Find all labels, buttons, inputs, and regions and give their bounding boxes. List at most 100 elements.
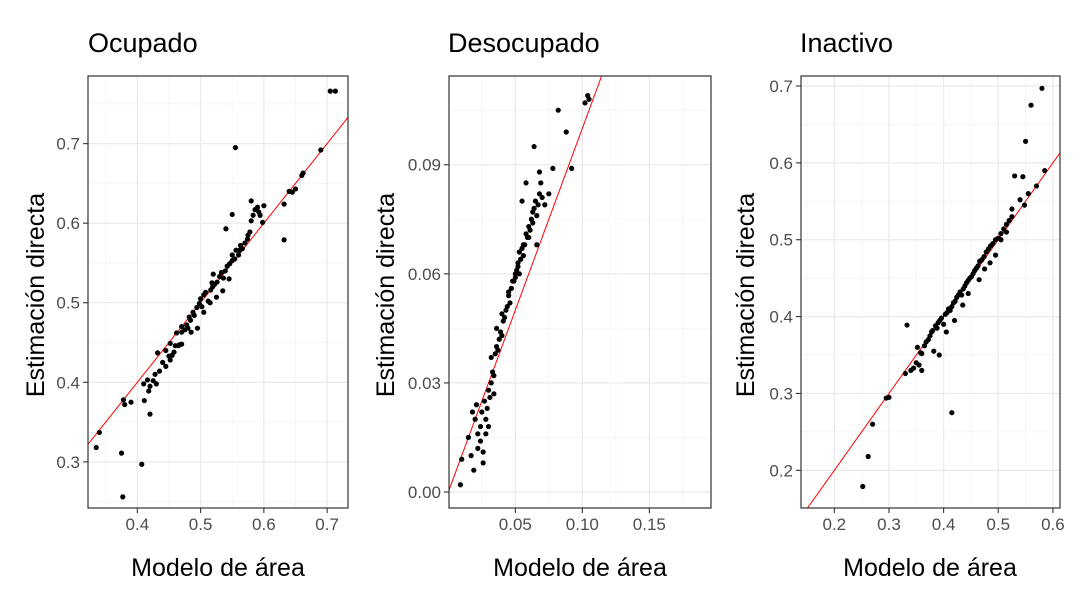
data-point: [998, 237, 1004, 243]
data-point: [516, 271, 522, 277]
data-point: [472, 416, 478, 422]
data-layer: [806, 85, 1060, 508]
y-tick-label: 0.2: [769, 461, 793, 480]
data-point: [519, 198, 525, 204]
data-point: [203, 289, 209, 295]
data-point: [951, 317, 958, 324]
data-point: [976, 277, 982, 283]
data-point: [536, 191, 543, 197]
data-point: [960, 302, 966, 308]
data-point: [173, 330, 180, 336]
data-point: [120, 397, 127, 403]
x-tick-label: 0.10: [566, 515, 599, 534]
data-point: [257, 212, 263, 218]
x-tick-label: 0.2: [823, 515, 847, 534]
data-point: [992, 252, 999, 258]
data-point: [515, 260, 521, 266]
data-point: [179, 324, 185, 330]
data-point: [483, 431, 489, 437]
data-point: [327, 88, 333, 94]
y-axis-title: Estimación directa: [22, 193, 50, 397]
data-point: [975, 263, 981, 269]
data-point: [998, 230, 1004, 237]
data-point: [1025, 191, 1031, 197]
data-point: [919, 350, 925, 357]
data-point: [199, 304, 205, 310]
y-axis-title: Estimación directa: [372, 193, 400, 397]
data-point: [473, 402, 480, 408]
data-point: [150, 378, 156, 384]
data-point: [506, 293, 512, 299]
data-point: [167, 357, 173, 363]
data-point: [281, 201, 287, 207]
data-point: [520, 253, 526, 259]
data-point: [194, 304, 200, 311]
data-point: [213, 294, 220, 300]
plot-area: [88, 76, 348, 508]
data-point: [281, 237, 287, 243]
data-point: [959, 292, 965, 298]
data-point: [938, 315, 945, 321]
data-point: [118, 450, 125, 456]
data-point: [128, 399, 134, 405]
reference-line: [449, 76, 603, 491]
data-point: [902, 370, 908, 377]
data-point: [1021, 202, 1028, 208]
x-tick-label: 0.4: [932, 515, 956, 534]
data-point: [475, 445, 481, 451]
data-point: [499, 311, 505, 317]
data-point: [471, 467, 477, 473]
data-point: [526, 234, 532, 241]
y-tick-label: 0.7: [769, 77, 793, 96]
data-point: [512, 274, 518, 281]
data-point: [188, 329, 194, 335]
x-axis-title: Modelo de área: [493, 554, 667, 582]
scatter-panel-inactivo: Inactivo Estimación directa Modelo de ár…: [732, 28, 1065, 582]
data-point: [536, 169, 543, 175]
data-point: [201, 309, 207, 315]
data-point: [185, 325, 191, 331]
data-point: [1017, 197, 1023, 203]
y-tick-label: 0.3: [769, 384, 793, 403]
data-point: [981, 254, 987, 260]
scatter-panel-ocupado: Ocupado Estimación directa Modelo de áre…: [22, 28, 349, 582]
data-point: [492, 351, 498, 357]
y-tick-label: 0.5: [769, 231, 793, 250]
data-point: [457, 482, 463, 488]
data-point: [582, 100, 588, 106]
data-point: [930, 327, 936, 334]
data-point: [539, 194, 545, 201]
data-point: [198, 296, 204, 302]
data-point: [949, 410, 955, 416]
x-tick-label: 0.3: [877, 515, 901, 534]
data-point: [531, 143, 537, 150]
x-tick-label: 0.6: [1041, 515, 1065, 534]
data-point: [518, 256, 524, 262]
data-point: [865, 453, 871, 460]
data-point: [156, 368, 163, 374]
data-point: [495, 347, 501, 353]
data-point: [507, 300, 513, 306]
data-point: [990, 240, 996, 247]
data-point: [459, 456, 465, 462]
data-point: [480, 449, 486, 455]
data-point: [488, 380, 494, 386]
data-point: [261, 203, 267, 209]
data-point: [163, 347, 169, 354]
data-point: [122, 401, 128, 408]
data-point: [120, 494, 126, 500]
data-point: [289, 189, 295, 195]
data-point: [555, 107, 561, 113]
data-point: [1009, 206, 1015, 212]
data-point: [934, 325, 940, 331]
data-point: [146, 388, 152, 394]
data-layer: [88, 88, 348, 500]
panel-border: [448, 75, 712, 509]
data-point: [496, 336, 502, 342]
data-point: [239, 246, 245, 252]
data-point: [550, 165, 556, 171]
data-point: [139, 461, 145, 467]
data-point: [147, 411, 153, 417]
panel-title: Desocupado: [448, 28, 600, 58]
